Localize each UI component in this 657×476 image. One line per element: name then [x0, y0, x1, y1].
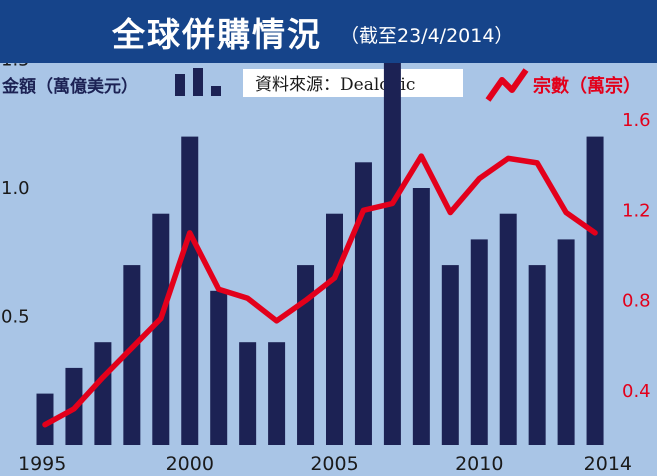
- bar-amount-2000: [181, 136, 199, 445]
- chart-canvas: 資料來源：Dealogic 金額（萬億美元） 宗數（萬宗） 0.5 1.0 1.5 0.4 0…: [1, 63, 651, 475]
- bar-amount-1998: [123, 265, 141, 445]
- bar-amount-2008: [412, 188, 430, 445]
- y-right-tick-label: 0.8: [622, 291, 651, 312]
- bar-amount-2007: [383, 63, 401, 445]
- x-tick-label: 1995: [18, 453, 66, 475]
- bar-amount-1995: [36, 393, 54, 445]
- bar-amount-2009: [441, 265, 459, 445]
- legend-label-count: 宗數（萬宗）: [533, 75, 641, 97]
- bar-amount-2006: [354, 162, 372, 446]
- bar-amount-2012: [528, 265, 546, 445]
- legend-line-icon: [485, 68, 529, 102]
- bar-amount-1997: [94, 342, 112, 445]
- line-count-series: [42, 153, 598, 428]
- y-left-tick-label: 0.5: [1, 307, 30, 328]
- legend-bar-icon: [211, 86, 221, 96]
- legend-bar-icon: [175, 74, 185, 96]
- legend-bar-icon: [193, 68, 203, 96]
- bar-amount-2005: [326, 213, 343, 445]
- x-tick-label: 2005: [310, 453, 358, 475]
- x-tick-label: 2010: [455, 453, 503, 475]
- y-left-tick-label: 1.0: [1, 178, 30, 199]
- source-box: [243, 69, 463, 97]
- x-tick-label: 2014: [584, 453, 632, 475]
- source-label: 資料來源：Dealogic: [255, 75, 415, 95]
- bar-amount-2001: [210, 290, 228, 445]
- y-right-tick-label: 1.2: [622, 200, 651, 221]
- y-right-tick-label: 1.6: [622, 110, 651, 131]
- bar-amount-2010: [470, 239, 488, 445]
- y-right-tick-label: 0.4: [622, 381, 651, 402]
- y-left-tick-label: 1.5: [1, 63, 30, 71]
- title-bar: 全球併購情況 （截至23/4/2014）: [0, 0, 657, 63]
- bar-amount-2003: [268, 342, 286, 445]
- bar-amount-2011: [499, 213, 517, 445]
- bar-amount-1999: [152, 213, 170, 445]
- legend-label-amount: 金額（萬億美元）: [1, 76, 138, 97]
- bar-amount-2002: [239, 342, 257, 445]
- chart-title: 全球併購情況: [112, 15, 322, 54]
- bar-amount-2014: [586, 136, 604, 445]
- bar-amount-2004: [297, 265, 315, 445]
- bar-amount-2013: [557, 239, 575, 445]
- x-tick-label: 2000: [166, 453, 214, 475]
- chart-subtitle: （截至23/4/2014）: [340, 25, 514, 47]
